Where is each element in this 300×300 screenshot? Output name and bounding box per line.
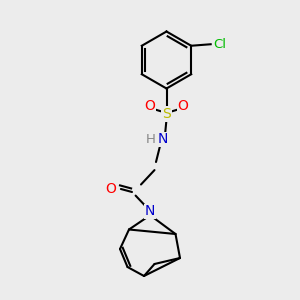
Text: N: N	[158, 133, 168, 146]
Text: Cl: Cl	[213, 38, 226, 51]
Text: H: H	[146, 133, 156, 146]
Text: O: O	[145, 100, 155, 113]
Text: S: S	[162, 107, 171, 121]
Text: O: O	[106, 182, 116, 196]
Text: N: N	[145, 205, 155, 218]
Text: O: O	[178, 100, 188, 113]
